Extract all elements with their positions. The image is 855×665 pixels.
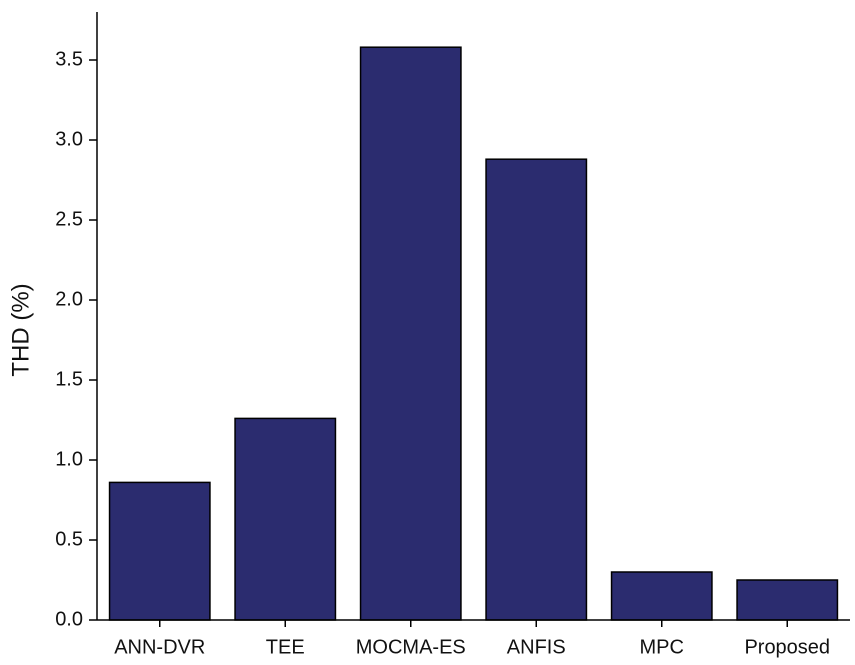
y-tick-label: 3.5 [55,48,83,70]
y-axis-label: THD (%) [7,283,34,376]
y-tick-label: 2.5 [55,208,83,230]
bar [485,158,588,621]
bar [359,46,462,621]
x-tick-label: ANN-DVR [114,636,205,658]
x-tick-label: TEE [266,636,305,658]
x-tick-label: MOCMA-ES [356,636,466,658]
bar [234,417,337,621]
y-tick-label: 1.5 [55,368,83,390]
y-tick-label: 1.0 [55,448,83,470]
y-tick-label: 0.0 [55,608,83,630]
y-tick-label: 0.5 [55,528,83,550]
x-tick-label: ANFIS [507,636,566,658]
x-tick-label: MPC [640,636,684,658]
y-tick-label: 2.0 [55,288,83,310]
bar [736,579,839,621]
y-tick-label: 3.0 [55,128,83,150]
x-tick-label: Proposed [744,636,830,658]
bar [610,571,713,621]
bar [108,481,211,621]
